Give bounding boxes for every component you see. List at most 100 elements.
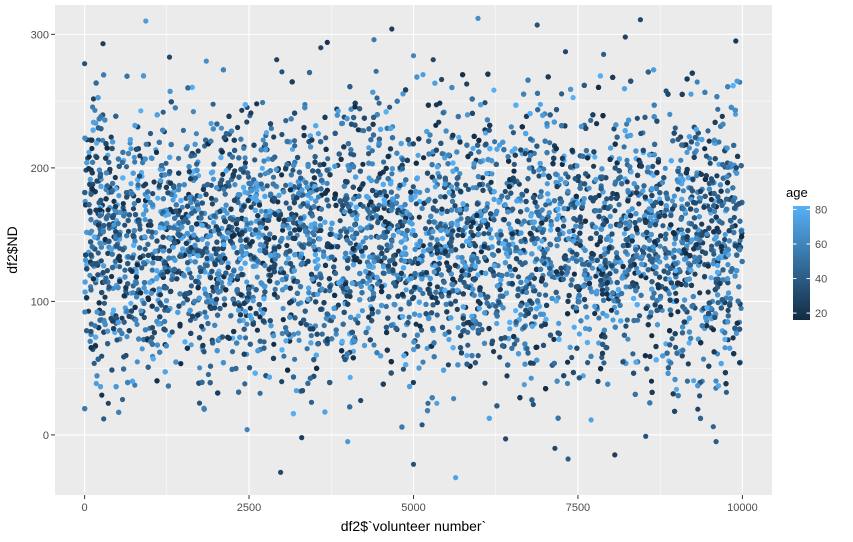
data-point	[142, 246, 148, 252]
data-point	[179, 204, 185, 210]
data-point	[110, 285, 116, 291]
data-point	[357, 259, 363, 265]
data-point	[338, 228, 344, 234]
data-point	[256, 234, 262, 240]
data-point	[94, 140, 100, 146]
data-point	[279, 330, 285, 337]
data-point	[131, 154, 137, 160]
data-point	[222, 302, 228, 308]
data-point	[709, 243, 715, 249]
data-point	[347, 374, 353, 380]
data-point	[710, 424, 716, 430]
data-point	[291, 138, 298, 144]
data-point	[92, 107, 98, 113]
data-point	[91, 360, 97, 366]
data-point	[666, 291, 672, 297]
data-point	[95, 250, 101, 256]
data-point	[244, 279, 250, 285]
data-point	[292, 356, 298, 362]
data-point	[150, 191, 156, 197]
data-point	[650, 163, 656, 169]
data-point	[149, 234, 155, 240]
data-point	[699, 232, 705, 238]
data-point	[389, 171, 395, 177]
data-point	[163, 160, 169, 166]
data-point	[636, 201, 642, 207]
data-point	[406, 141, 413, 147]
data-point	[420, 290, 426, 297]
data-point	[104, 268, 110, 274]
data-point	[556, 212, 562, 218]
data-point	[722, 231, 728, 238]
data-point	[139, 346, 145, 352]
data-point	[109, 273, 115, 280]
data-point	[208, 120, 214, 127]
data-point	[593, 273, 599, 279]
data-point	[543, 292, 549, 298]
data-point	[82, 309, 88, 315]
data-point	[706, 138, 712, 144]
data-point	[195, 237, 201, 243]
data-point	[335, 108, 341, 114]
data-point	[194, 161, 200, 167]
data-point	[541, 171, 547, 178]
data-point	[708, 196, 715, 203]
data-point	[292, 143, 298, 149]
data-point	[580, 373, 586, 379]
data-point	[716, 240, 722, 246]
data-point	[151, 179, 157, 185]
data-point	[235, 124, 241, 131]
data-point	[257, 314, 263, 320]
data-point	[595, 378, 601, 384]
data-point	[536, 245, 543, 251]
data-point	[725, 307, 731, 313]
data-point	[210, 219, 217, 226]
data-point	[456, 134, 462, 140]
data-point	[93, 380, 99, 387]
data-point	[483, 130, 489, 136]
data-point	[608, 238, 614, 244]
data-point	[602, 200, 608, 206]
data-point	[295, 301, 301, 307]
data-point	[624, 121, 630, 127]
data-point	[708, 275, 714, 281]
data-point	[586, 185, 592, 191]
data-point	[699, 221, 705, 227]
data-point	[369, 148, 375, 154]
data-point	[193, 131, 199, 137]
data-point	[738, 305, 744, 311]
data-point	[539, 207, 545, 213]
data-point	[271, 341, 277, 347]
data-point	[281, 353, 287, 359]
data-point	[413, 201, 419, 207]
data-point	[137, 153, 143, 159]
data-point	[464, 81, 470, 87]
data-point	[439, 151, 445, 157]
data-point	[457, 171, 463, 177]
data-point	[244, 321, 250, 327]
data-point	[449, 281, 455, 287]
data-point	[722, 336, 728, 342]
data-point	[513, 308, 519, 314]
data-point	[588, 417, 594, 423]
data-point	[482, 100, 488, 106]
data-point	[506, 221, 512, 227]
data-point	[565, 174, 571, 180]
data-point	[208, 195, 215, 201]
data-point	[564, 380, 571, 387]
data-point	[427, 281, 433, 287]
data-point	[210, 288, 216, 294]
data-point	[355, 313, 361, 319]
data-point	[252, 157, 258, 163]
data-point	[599, 354, 605, 360]
data-point	[465, 329, 471, 335]
data-point	[640, 188, 646, 194]
data-point	[213, 197, 219, 203]
data-point	[373, 68, 379, 74]
data-point	[142, 216, 148, 223]
data-point	[130, 290, 136, 296]
data-point	[102, 294, 108, 300]
points-layer	[82, 15, 745, 481]
data-point	[662, 245, 668, 252]
data-point	[702, 146, 708, 152]
